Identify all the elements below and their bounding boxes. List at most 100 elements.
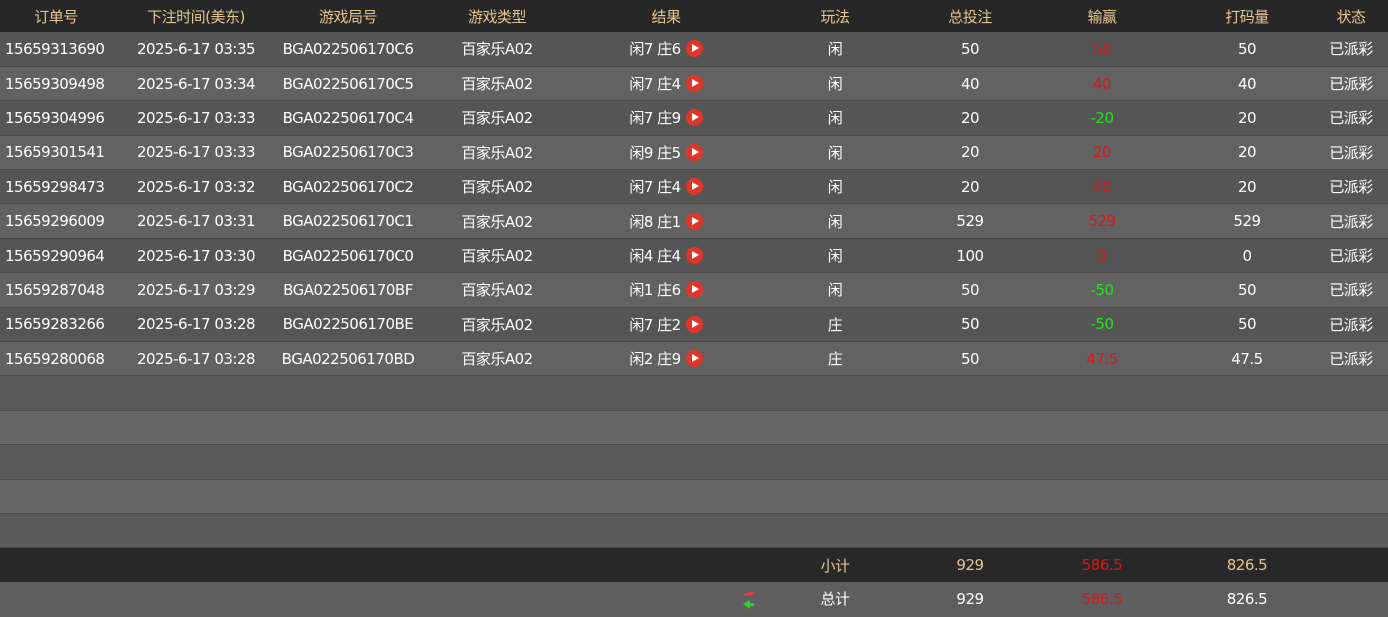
result-text: 闲2 庄9 bbox=[629, 350, 681, 369]
cell-round: BGA022506170C5 bbox=[280, 66, 416, 102]
empty-row bbox=[0, 410, 1388, 446]
cell-order: 15659283266 bbox=[0, 307, 112, 343]
cell-bet: 20 bbox=[916, 100, 1024, 136]
table-row: 15659280068 2025-6-17 03:28 BGA022506170BD… bbox=[0, 341, 1388, 377]
total-bet: 929 bbox=[956, 589, 984, 608]
cell-round: BGA022506170C3 bbox=[280, 135, 416, 171]
result-text: 闲7 庄9 bbox=[629, 109, 681, 128]
column-header: 打码量 bbox=[1225, 7, 1269, 26]
column-header: 输赢 bbox=[1087, 7, 1117, 26]
cell-win: -50 bbox=[1024, 307, 1180, 343]
cell-win: -50 bbox=[1024, 272, 1180, 308]
cell-win: 20 bbox=[1024, 135, 1180, 171]
table-row: 15659301541 2025-6-17 03:33 BGA022506170C3… bbox=[0, 135, 1388, 171]
column-header: 结果 bbox=[651, 7, 681, 26]
result-text: 闲7 庄2 bbox=[629, 315, 681, 334]
table-row: 15659290964 2025-6-17 03:30 BGA022506170C0… bbox=[0, 238, 1388, 274]
subtotal-row: 小计 929 586.5 826.5 bbox=[0, 547, 1388, 582]
play-video-icon[interactable] bbox=[685, 247, 703, 265]
cell-time: 2025-6-17 03:29 bbox=[112, 272, 280, 308]
play-video-icon[interactable] bbox=[685, 315, 703, 333]
table-row: 15659296009 2025-6-17 03:31 BGA022506170C1… bbox=[0, 203, 1388, 239]
cell-order: 15659287048 bbox=[0, 272, 112, 308]
table-header: 订单号 下注时间(美东) 游戏局号 游戏类型 结果 玩法 总投注 输赢 打码量 状态 bbox=[0, 0, 1388, 32]
column-header: 状态 bbox=[1336, 7, 1366, 26]
total-row: 总计 929 586.5 826.5 bbox=[0, 581, 1388, 616]
cell-code: 529 bbox=[1180, 203, 1314, 239]
play-video-icon[interactable] bbox=[685, 109, 703, 127]
cell-result: 闲9 庄5 bbox=[578, 135, 754, 171]
cell-play: 庄 bbox=[754, 307, 916, 343]
cell-time: 2025-6-17 03:32 bbox=[112, 169, 280, 205]
cell-time: 2025-6-17 03:34 bbox=[112, 66, 280, 102]
empty-row bbox=[0, 375, 1388, 411]
cell-status: 已派彩 bbox=[1314, 135, 1388, 171]
cell-round: BGA022506170BD bbox=[280, 341, 416, 377]
cell-result: 闲7 庄6 bbox=[578, 32, 754, 67]
column-header: 游戏局号 bbox=[318, 7, 378, 26]
play-video-icon[interactable] bbox=[685, 178, 703, 196]
cell-game: 百家乐A02 bbox=[416, 307, 578, 343]
cell-bet: 50 bbox=[916, 32, 1024, 67]
play-video-icon[interactable] bbox=[685, 75, 703, 93]
cell-play: 闲 bbox=[754, 238, 916, 274]
refresh-icon[interactable] bbox=[740, 587, 754, 611]
cell-code: 20 bbox=[1180, 169, 1314, 205]
cell-bet: 20 bbox=[916, 135, 1024, 171]
cell-win: 47.5 bbox=[1024, 341, 1180, 377]
cell-order: 15659313690 bbox=[0, 32, 112, 67]
table-row: 15659287048 2025-6-17 03:29 BGA022506170BF… bbox=[0, 272, 1388, 308]
cell-code: 40 bbox=[1180, 66, 1314, 102]
cell-code: 20 bbox=[1180, 135, 1314, 171]
cell-order: 15659296009 bbox=[0, 203, 112, 239]
cell-status: 已派彩 bbox=[1314, 272, 1388, 308]
cell-game: 百家乐A02 bbox=[416, 272, 578, 308]
play-video-icon[interactable] bbox=[685, 281, 703, 299]
subtotal-bet: 929 bbox=[956, 556, 984, 575]
column-header: 下注时间(美东) bbox=[147, 7, 245, 26]
result-text: 闲7 庄6 bbox=[629, 40, 681, 59]
cell-win: 40 bbox=[1024, 66, 1180, 102]
cell-code: 20 bbox=[1180, 100, 1314, 136]
column-header: 订单号 bbox=[34, 7, 78, 26]
play-video-icon[interactable] bbox=[685, 40, 703, 58]
total-code: 826.5 bbox=[1226, 589, 1268, 608]
cell-bet: 50 bbox=[916, 341, 1024, 377]
cell-win: 20 bbox=[1024, 169, 1180, 205]
cell-code: 0 bbox=[1180, 238, 1314, 274]
play-video-icon[interactable] bbox=[685, 212, 703, 230]
cell-play: 闲 bbox=[754, 66, 916, 102]
subtotal-code: 826.5 bbox=[1226, 556, 1268, 575]
play-video-icon[interactable] bbox=[685, 350, 703, 368]
result-text: 闲8 庄1 bbox=[629, 212, 681, 231]
subtotal-label: 小计 bbox=[820, 556, 850, 575]
cell-win: 0 bbox=[1024, 238, 1180, 274]
column-header: 游戏类型 bbox=[467, 7, 527, 26]
cell-code: 50 bbox=[1180, 32, 1314, 67]
cell-round: BGA022506170BF bbox=[280, 272, 416, 308]
cell-game: 百家乐A02 bbox=[416, 32, 578, 67]
result-text: 闲7 庄4 bbox=[629, 75, 681, 94]
cell-status: 已派彩 bbox=[1314, 100, 1388, 136]
play-video-icon[interactable] bbox=[685, 143, 703, 161]
cell-time: 2025-6-17 03:30 bbox=[112, 238, 280, 274]
table-row: 15659298473 2025-6-17 03:32 BGA022506170C2… bbox=[0, 169, 1388, 205]
cell-result: 闲1 庄6 bbox=[578, 272, 754, 308]
table-row: 15659304996 2025-6-17 03:33 BGA022506170C4… bbox=[0, 100, 1388, 136]
total-win: 586.5 bbox=[1081, 589, 1123, 608]
cell-status: 已派彩 bbox=[1314, 238, 1388, 274]
cell-win: 529 bbox=[1024, 203, 1180, 239]
empty-row bbox=[0, 513, 1388, 549]
cell-result: 闲2 庄9 bbox=[578, 341, 754, 377]
cell-round: BGA022506170C4 bbox=[280, 100, 416, 136]
total-label: 总计 bbox=[820, 590, 850, 609]
cell-time: 2025-6-17 03:31 bbox=[112, 203, 280, 239]
cell-order: 15659280068 bbox=[0, 341, 112, 377]
cell-round: BGA022506170BE bbox=[280, 307, 416, 343]
cell-result: 闲7 庄2 bbox=[578, 307, 754, 343]
result-text: 闲4 庄4 bbox=[629, 247, 681, 266]
cell-status: 已派彩 bbox=[1314, 203, 1388, 239]
column-header: 玩法 bbox=[820, 7, 850, 26]
result-text: 闲1 庄6 bbox=[629, 281, 681, 300]
